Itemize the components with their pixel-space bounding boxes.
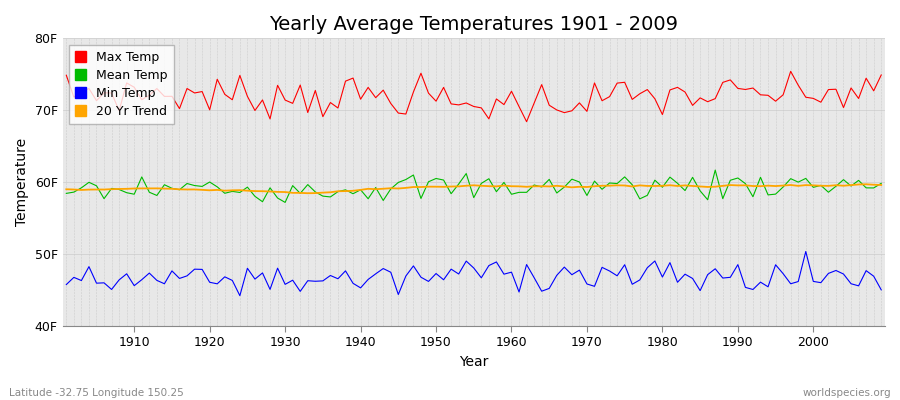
Min Temp xyxy=(800,249,811,254)
20 Yr Trend xyxy=(287,190,298,195)
Max Temp xyxy=(61,73,72,78)
Max Temp xyxy=(499,102,509,107)
Title: Yearly Average Temperatures 1901 - 2009: Yearly Average Temperatures 1901 - 2009 xyxy=(269,15,679,34)
Legend: Max Temp, Mean Temp, Min Temp, 20 Yr Trend: Max Temp, Mean Temp, Min Temp, 20 Yr Tre… xyxy=(68,44,174,124)
Line: Min Temp: Min Temp xyxy=(67,252,881,296)
Mean Temp xyxy=(61,191,72,196)
Mean Temp xyxy=(340,188,351,192)
Text: Latitude -32.75 Longitude 150.25: Latitude -32.75 Longitude 150.25 xyxy=(9,388,184,398)
20 Yr Trend xyxy=(122,186,132,191)
Line: Mean Temp: Mean Temp xyxy=(67,170,881,202)
Mean Temp xyxy=(122,190,132,195)
Max Temp xyxy=(604,94,615,99)
Mean Temp xyxy=(604,181,615,186)
20 Yr Trend xyxy=(506,184,517,189)
Max Temp xyxy=(506,89,517,94)
Mean Temp xyxy=(506,192,517,197)
Y-axis label: Temperature: Temperature xyxy=(15,138,29,226)
Min Temp xyxy=(604,269,615,274)
Min Temp xyxy=(340,268,351,273)
Min Temp xyxy=(876,288,886,292)
20 Yr Trend xyxy=(514,184,525,189)
20 Yr Trend xyxy=(604,183,615,188)
20 Yr Trend xyxy=(876,182,886,187)
X-axis label: Year: Year xyxy=(459,355,489,369)
Max Temp xyxy=(333,106,344,110)
Mean Temp xyxy=(280,200,291,205)
Mean Temp xyxy=(295,191,306,196)
Min Temp xyxy=(122,271,132,276)
20 Yr Trend xyxy=(340,189,351,194)
20 Yr Trend xyxy=(61,187,72,192)
Max Temp xyxy=(122,80,132,85)
Min Temp xyxy=(514,290,525,294)
Text: worldspecies.org: worldspecies.org xyxy=(803,388,891,398)
20 Yr Trend xyxy=(302,191,313,196)
Max Temp xyxy=(287,101,298,106)
Line: 20 Yr Trend: 20 Yr Trend xyxy=(67,184,881,193)
Mean Temp xyxy=(876,181,886,186)
20 Yr Trend xyxy=(860,182,871,187)
Mean Temp xyxy=(514,190,525,195)
Max Temp xyxy=(786,69,796,74)
Min Temp xyxy=(61,282,72,287)
Max Temp xyxy=(876,72,886,77)
Min Temp xyxy=(295,289,306,294)
Min Temp xyxy=(506,270,517,274)
Line: Max Temp: Max Temp xyxy=(67,71,881,122)
Min Temp xyxy=(235,293,246,298)
Max Temp xyxy=(521,119,532,124)
Mean Temp xyxy=(710,168,721,172)
